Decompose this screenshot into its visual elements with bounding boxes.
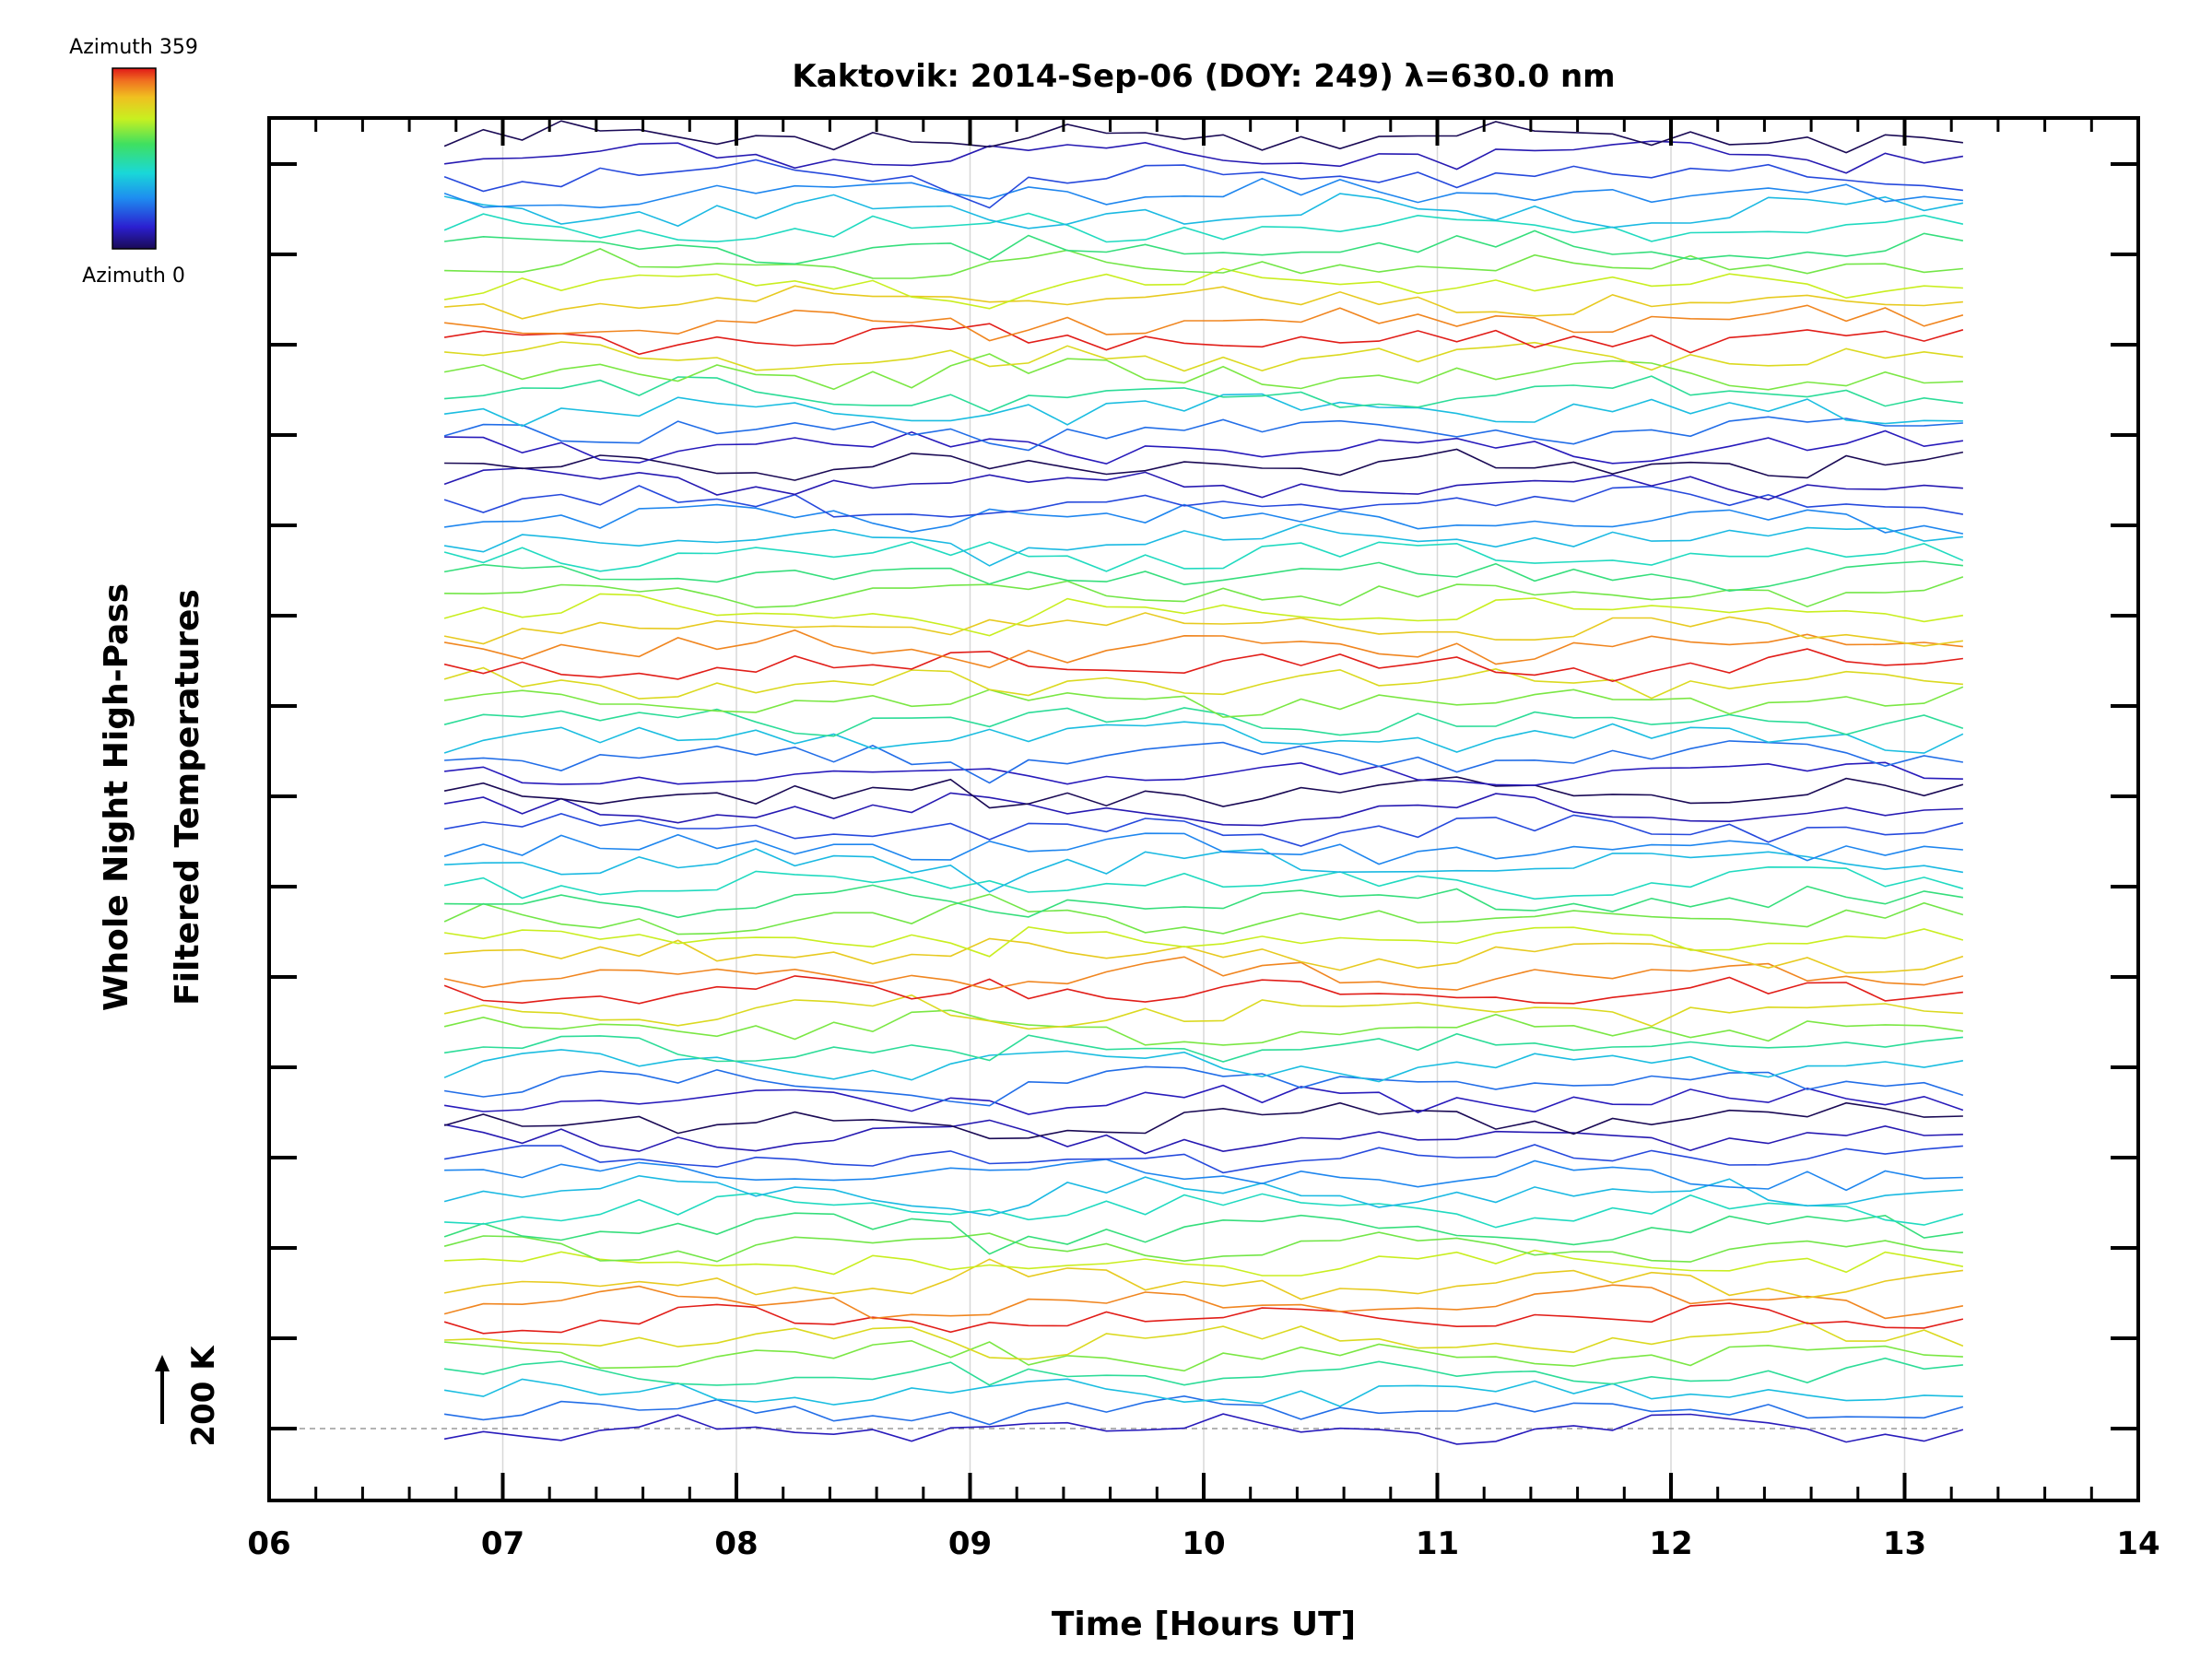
series-line (444, 448, 1964, 481)
series-line (443, 666, 1963, 700)
series-line (443, 1009, 1964, 1046)
series-line (444, 429, 1964, 465)
series-line (443, 560, 1963, 593)
series-line (443, 893, 1964, 935)
series-line (444, 1192, 1964, 1229)
series-line (443, 1101, 1963, 1140)
colorbar-top-label: Azimuth 359 (69, 36, 198, 59)
series-line (443, 323, 1964, 356)
series-line (444, 1159, 1963, 1192)
series-line (443, 1212, 1964, 1255)
series-line (443, 212, 1964, 243)
series-line (443, 541, 1964, 572)
series-line (443, 612, 1964, 647)
series-line (443, 1144, 1963, 1174)
axis-ticks (267, 118, 2140, 1500)
series-line (443, 975, 1963, 1005)
series-line (443, 832, 1963, 865)
series-line (443, 353, 1963, 391)
x-tick-label: 13 (1883, 1525, 1926, 1562)
y-axis-label-line2: Filtered Temperatures (169, 589, 206, 1006)
chart-title: Kaktovik: 2014-Sep-06 (DOY: 249) λ=630.0… (792, 58, 1615, 95)
series-line (443, 865, 1964, 900)
series-line (444, 884, 1964, 919)
series-line (444, 937, 1964, 974)
series-group (443, 120, 1964, 1445)
series-line (443, 648, 1964, 683)
series-line (443, 813, 1964, 847)
series-line (443, 193, 1964, 229)
series-line (443, 177, 1963, 209)
x-tick-label: 09 (948, 1525, 992, 1562)
x-tick-label: 11 (1416, 1525, 1459, 1562)
series-line (443, 686, 1964, 718)
x-gridlines (501, 118, 1906, 1500)
series-line (443, 503, 1964, 535)
series-line (443, 956, 1964, 991)
series-line (443, 593, 1964, 637)
y-axis-label-line1: Whole Night High-Pass (98, 583, 135, 1011)
series-line (443, 1378, 1963, 1407)
series-line (444, 375, 1964, 413)
series-line (444, 341, 1964, 372)
series-line (443, 629, 1963, 669)
series-line (443, 1258, 1963, 1300)
series-line (443, 1357, 1963, 1386)
series-line (444, 761, 1963, 786)
x-tick-label: 06 (247, 1525, 290, 1562)
series-line (444, 285, 1963, 320)
series-line (443, 1065, 1964, 1107)
colorbar (112, 67, 157, 250)
scale-label: 200 K (185, 1345, 222, 1447)
series-line (444, 248, 1963, 279)
x-tick-labels: 06 07 08 09 10 11 12 13 14 (247, 1525, 2159, 1562)
x-tick-label: 10 (1182, 1525, 1225, 1562)
series-line (443, 776, 1964, 809)
series-line (444, 740, 1964, 784)
series-line (443, 393, 1963, 428)
series-line (444, 576, 1964, 608)
x-tick-label: 12 (1649, 1525, 1692, 1562)
series-line (443, 524, 1963, 567)
series-line (443, 1413, 1964, 1445)
series-line (443, 159, 1963, 209)
x-axis-label: Time [Hours UT] (1052, 1606, 1356, 1643)
series-line (443, 1284, 1964, 1320)
x-tick-label: 08 (714, 1525, 758, 1562)
series-line (443, 721, 1964, 754)
series-line (444, 848, 1964, 893)
series-line (443, 467, 1963, 500)
series-line (443, 1032, 1963, 1063)
series-line (443, 707, 1964, 737)
x-tick-label: 07 (481, 1525, 524, 1562)
series-line (444, 229, 1964, 265)
series-line (443, 140, 1964, 174)
series-line (443, 1119, 1963, 1155)
series-line (443, 1231, 1963, 1263)
series-line (444, 1339, 1963, 1372)
series-line (444, 304, 1964, 342)
series-line (443, 1302, 1964, 1335)
series-line (444, 1249, 1964, 1277)
series-line (443, 1084, 1964, 1115)
series-line (444, 1321, 1964, 1360)
series-line (443, 792, 1963, 827)
series-line (443, 994, 1963, 1030)
x-tick-label: 14 (2116, 1525, 2159, 1562)
series-line (443, 416, 1963, 452)
series-line (443, 925, 1964, 958)
series-line (443, 267, 1963, 310)
series-line (443, 485, 1964, 518)
scale-arrow-head (155, 1355, 170, 1371)
colorbar-bottom-label: Azimuth 0 (82, 265, 185, 288)
